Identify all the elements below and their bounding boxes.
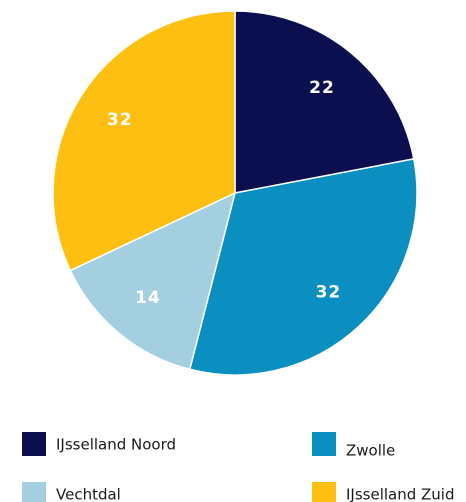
pie-slice	[52, 10, 236, 272]
legend-swatch	[22, 432, 46, 456]
data-label: 14	[135, 288, 161, 308]
legend-label: Zwolle	[346, 442, 395, 460]
pie-slice	[188, 158, 418, 376]
pie-slice	[69, 191, 237, 371]
legend-label: IJsselland Zuid	[346, 486, 455, 502]
legend-swatch	[312, 432, 336, 456]
legend-label: IJsselland Noord	[56, 436, 176, 454]
legend-swatch	[312, 482, 336, 502]
data-label: 32	[316, 283, 342, 303]
legend-label: Vechtdal	[56, 486, 121, 502]
data-label: 32	[107, 110, 133, 130]
legend-swatch	[22, 482, 46, 502]
data-label: 22	[309, 78, 335, 98]
pie-slice	[234, 10, 415, 194]
